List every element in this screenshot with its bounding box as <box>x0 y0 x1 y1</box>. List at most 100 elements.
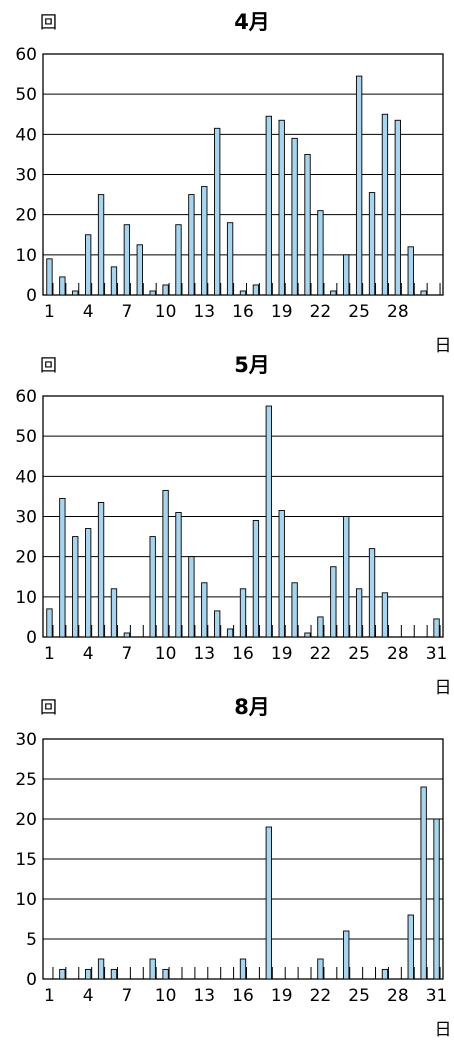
chart-may-x-tick-label: 31 <box>426 644 448 664</box>
chart-august-bar <box>59 968 66 980</box>
chart-april-x-tick-label: 13 <box>193 302 215 322</box>
chart-may-y-tick-label: 0 <box>26 628 37 648</box>
chart-may-title: 5月 <box>234 353 270 377</box>
chart-may-x-tick-label: 10 <box>155 644 177 664</box>
chart-august-bar <box>343 930 350 980</box>
chart-may-bar <box>252 520 260 638</box>
chart-april-y-tick-label: 10 <box>15 246 37 266</box>
chart-august-y-tick-label: 25 <box>15 770 37 790</box>
chart-august-bar <box>239 958 247 980</box>
chart-august-x-tick-label: 16 <box>232 986 254 1006</box>
chart-may-y-tick-label: 60 <box>15 387 37 407</box>
chart-april-bar <box>188 194 195 296</box>
chart-may-bar <box>110 588 118 638</box>
chart-april-y-tick-label: 60 <box>15 45 37 65</box>
chart-may-bar <box>226 628 234 638</box>
chart-april-bar <box>394 119 401 296</box>
chart-april-bar <box>239 290 247 296</box>
chart-august-x-tick-label: 31 <box>426 986 448 1006</box>
chart-april-y-tick-label: 30 <box>15 166 37 186</box>
chart-april-x-tick-label: 22 <box>310 302 332 322</box>
chart-may-bar <box>72 536 79 638</box>
chart-august-title: 8月 <box>234 695 270 719</box>
chart-may-bar <box>175 512 182 638</box>
chart-april-bar <box>304 153 311 296</box>
chart-april-x-tick-label: 1 <box>44 302 55 322</box>
chart-may-x-tick-label: 16 <box>232 644 254 664</box>
chart-april-bar <box>46 258 53 296</box>
chart-april-bar <box>201 186 208 296</box>
chart-may-bar <box>330 566 337 638</box>
chart-april-bar <box>420 290 427 296</box>
chart-may-x-tick-label: 4 <box>83 644 94 664</box>
chart-august-x-tick-label: 1 <box>44 986 55 1006</box>
chart-april-x-tick-label: 16 <box>232 302 254 322</box>
chart-april-bar <box>317 210 324 296</box>
chart-april-bar <box>343 254 350 296</box>
chart-april-bar <box>97 194 105 296</box>
chart-may-bar <box>162 489 169 638</box>
chart-april-bar <box>123 224 131 296</box>
chart-may-bar <box>188 556 195 638</box>
chart-april-bar <box>72 290 79 296</box>
chart-april-bar <box>355 75 363 296</box>
chart-april-bar <box>291 137 298 296</box>
chart-april-bar <box>381 113 389 296</box>
chart-may-x-axis-label: 日 <box>435 678 452 698</box>
chart-may-bar <box>46 608 53 638</box>
chart-april-bar <box>175 224 182 296</box>
chart-august-bar <box>420 786 427 980</box>
chart-april-bar <box>110 266 118 296</box>
chart-may-bar <box>355 588 363 638</box>
chart-april-x-tick-label: 25 <box>348 302 370 322</box>
chart-august-x-tick-label: 28 <box>387 986 409 1006</box>
chart-april-bar <box>278 119 285 296</box>
chart-may-y-axis-label: 回 <box>40 356 57 376</box>
chart-may-bar <box>149 536 156 638</box>
chart-may-bar <box>433 618 440 638</box>
chart-august-bar <box>162 968 169 980</box>
chart-may-bar <box>368 548 376 638</box>
chart-august-bar <box>317 958 324 980</box>
chart-may-bar <box>265 405 272 638</box>
chart-april-y-tick-label: 20 <box>15 206 37 226</box>
chart-may-bar <box>97 501 105 638</box>
chart-august-bar <box>110 968 118 980</box>
chart-may-bar <box>278 510 285 638</box>
chart-may-bar <box>381 592 389 638</box>
chart-april-bar <box>368 192 376 296</box>
chart-may-y-tick-label: 10 <box>15 588 37 608</box>
chart-april-y-tick-label: 50 <box>15 85 37 105</box>
chart-august-bar <box>85 968 92 980</box>
chart-april-x-tick-label: 7 <box>121 302 132 322</box>
chart-august-bar <box>97 958 105 980</box>
chart-may-bar <box>291 582 298 638</box>
chart-may-x-tick-label: 25 <box>348 644 370 664</box>
chart-april-title: 4月 <box>234 10 270 34</box>
chart-may-bar <box>214 610 221 638</box>
chart-april-x-tick-label: 19 <box>271 302 293 322</box>
chart-may-y-tick-label: 50 <box>15 427 37 447</box>
chart-april-bar <box>226 222 234 296</box>
chart-august-y-tick-label: 0 <box>26 970 37 990</box>
chart-august-y-tick-label: 5 <box>26 930 37 950</box>
chart-april-x-axis-label: 日 <box>435 336 452 356</box>
chart-august-bar <box>433 818 440 980</box>
chart-august-y-axis-label: 回 <box>40 698 57 718</box>
chart-april-y-tick-label: 40 <box>15 125 37 145</box>
chart-april-bar <box>214 127 221 296</box>
chart-may-x-tick-label: 7 <box>121 644 132 664</box>
chart-august-y-tick-label: 30 <box>15 730 37 750</box>
chart-april-x-tick-label: 4 <box>83 302 94 322</box>
chart-april-bar <box>330 290 337 296</box>
chart-april-bar <box>59 276 66 296</box>
chart-august-y-tick-label: 20 <box>15 810 37 830</box>
chart-april-bar <box>162 284 169 296</box>
chart-may-bar <box>317 616 324 638</box>
chart-may-x-tick-label: 28 <box>387 644 409 664</box>
chart-august-x-tick-label: 19 <box>271 986 293 1006</box>
chart-april-bar <box>85 234 92 296</box>
chart-august-x-tick-label: 10 <box>155 986 177 1006</box>
chart-may-x-tick-label: 22 <box>310 644 332 664</box>
